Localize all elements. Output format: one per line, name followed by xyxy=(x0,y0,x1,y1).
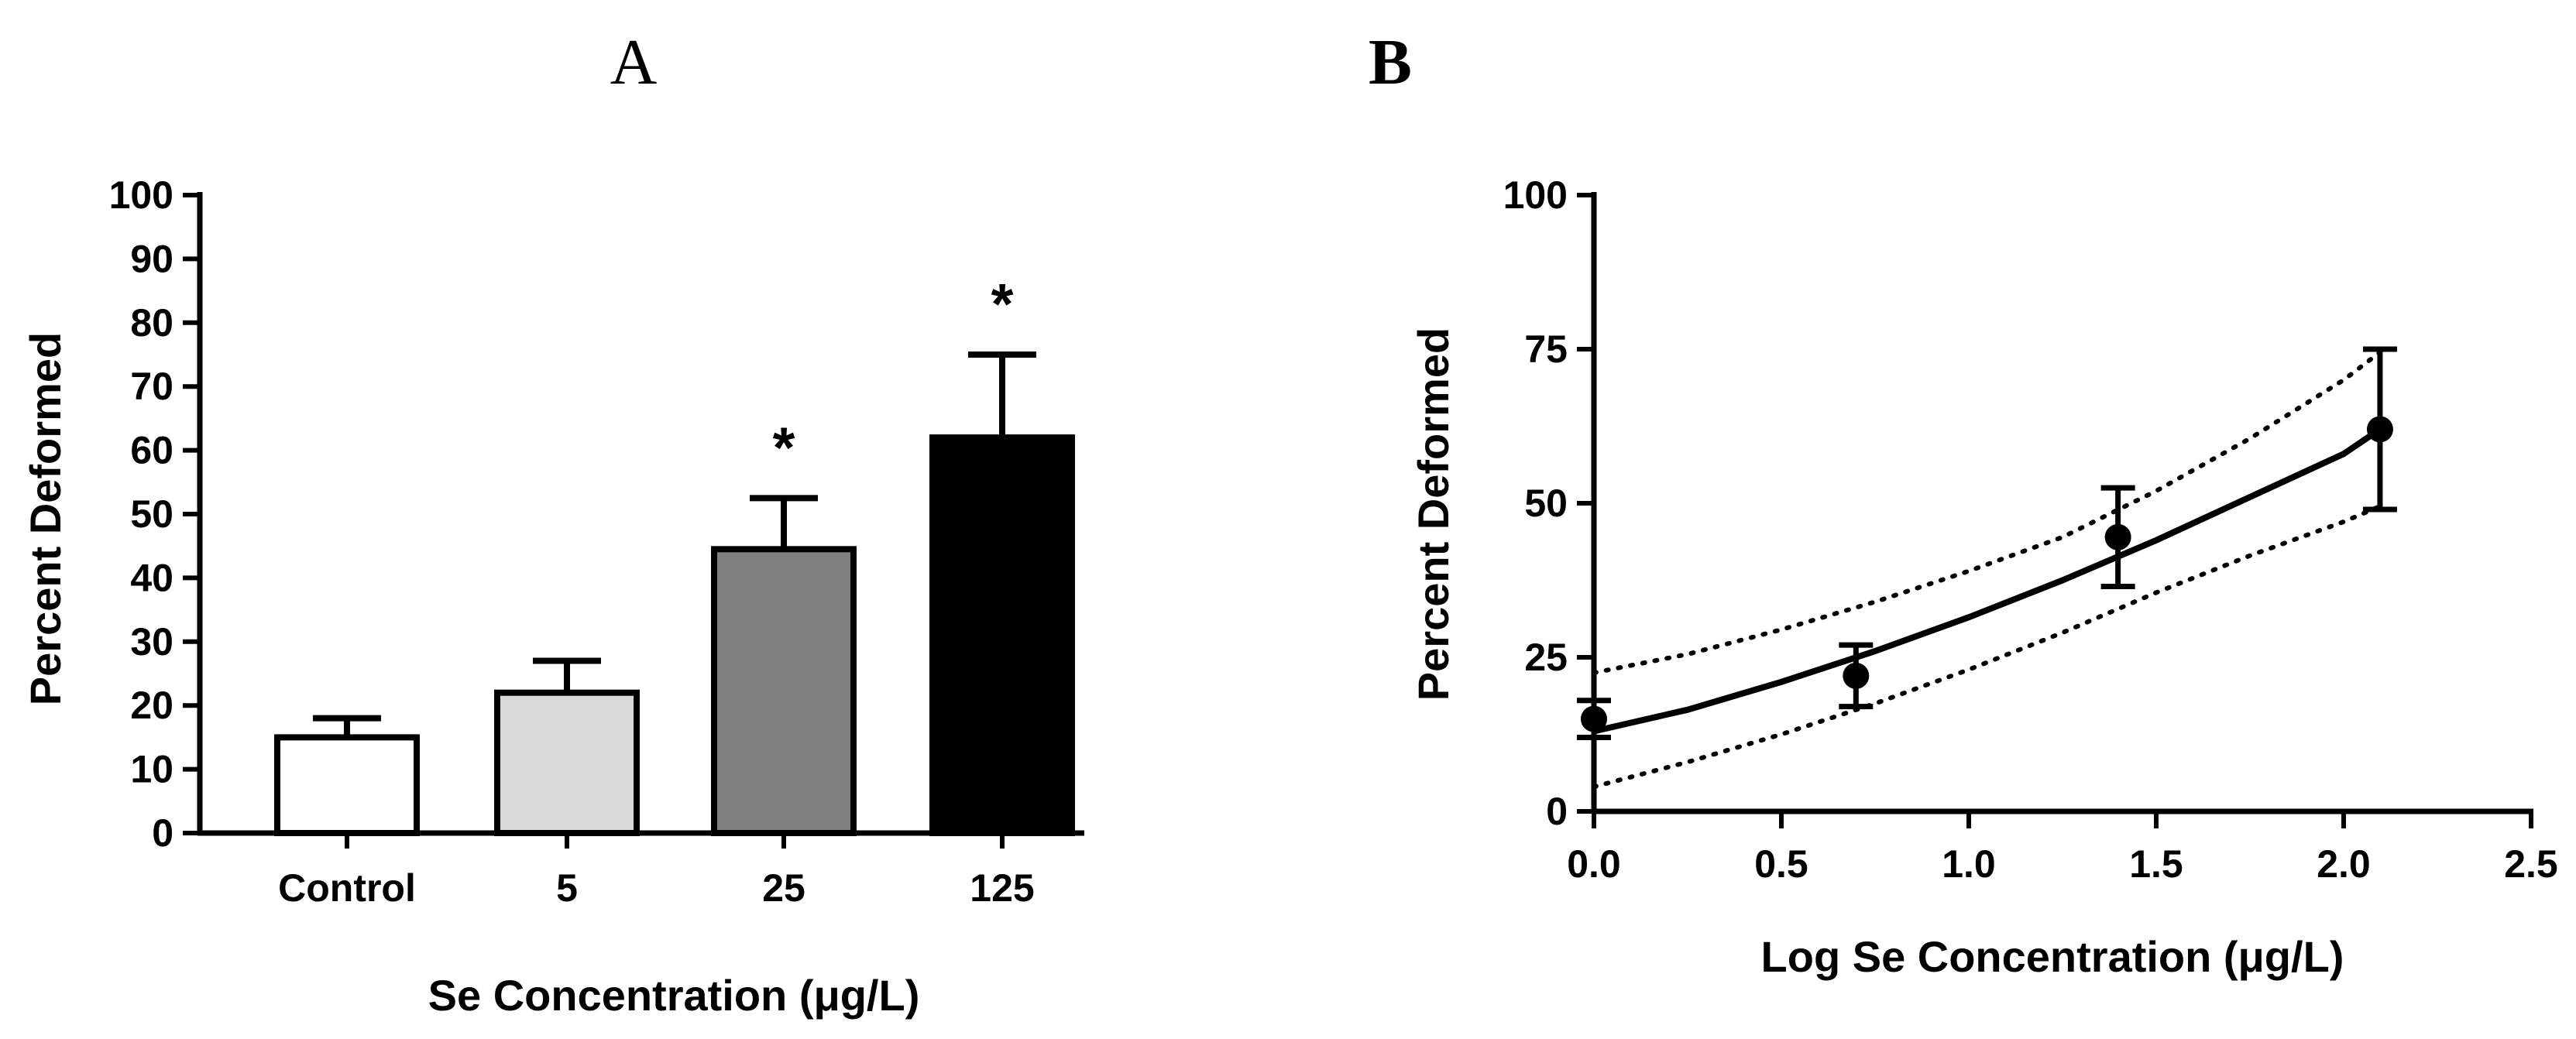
panel-b-regression-chart: B 0 25 50 75 100 0.0 0.5 1.0 1.5 2.0 2.5 Percent … xyxy=(1369,26,2558,981)
x-tick-label-5: 5 xyxy=(556,866,578,910)
y-tick-label-75: 75 xyxy=(1524,327,1568,371)
y-tick-label-100: 100 xyxy=(1503,173,1568,217)
x-tick-label-1.0: 1.0 xyxy=(1942,842,1996,886)
y-tick-label-0: 0 xyxy=(1546,790,1568,833)
confidence-band-lower xyxy=(1592,504,2382,790)
x-tick-label-Control: Control xyxy=(278,866,416,910)
bar-25 xyxy=(711,546,857,836)
significance-star-125: * xyxy=(991,272,1014,336)
bar-5 xyxy=(494,689,640,836)
y-tick-label-70: 70 xyxy=(130,365,173,408)
y-tick-label-20: 20 xyxy=(130,684,173,727)
significance-star-25: * xyxy=(773,415,795,479)
y-tick-label-50: 50 xyxy=(130,492,173,536)
x-tick-label-125: 125 xyxy=(970,866,1034,910)
confidence-band-upper xyxy=(1592,350,2382,675)
x-tick-label-2.5: 2.5 xyxy=(2504,842,2558,886)
data-point-2 xyxy=(2104,523,2131,550)
y-tick-label-40: 40 xyxy=(130,556,173,599)
panel-a-label: A xyxy=(610,26,658,98)
panel-b-y-axis-title: Percent Deformed xyxy=(1409,327,1458,701)
y-tick-label-0: 0 xyxy=(152,811,173,855)
x-tick-label-0.5: 0.5 xyxy=(1754,842,1808,886)
panel-a-bar-chart: A 0 10 20 30 40 50 60 70 80 90 100 Control 5 25 125 *… xyxy=(21,26,1084,1020)
y-tick-label-30: 30 xyxy=(130,620,173,664)
y-tick-label-100: 100 xyxy=(109,173,173,217)
bar-Control xyxy=(274,734,420,837)
y-tick-label-10: 10 xyxy=(130,748,173,791)
y-tick-label-25: 25 xyxy=(1524,636,1568,679)
bar-125 xyxy=(929,434,1075,836)
panel-a-x-axis-title: Se Concentration (μg/L) xyxy=(428,971,920,1020)
regression-fit-line xyxy=(1593,427,2382,735)
x-tick-label-1.5: 1.5 xyxy=(2129,842,2183,886)
panel-a-y-axis-title: Percent Deformed xyxy=(21,332,70,705)
y-tick-label-90: 90 xyxy=(130,237,173,280)
y-tick-label-80: 80 xyxy=(130,301,173,345)
data-point-1 xyxy=(1843,662,1870,689)
x-tick-label-2.0: 2.0 xyxy=(2317,842,2371,886)
panel-b-label: B xyxy=(1369,26,1412,98)
panel-b-x-axis-title: Log Se Concentration (μg/L) xyxy=(1761,932,2344,981)
y-tick-label-60: 60 xyxy=(130,429,173,472)
y-tick-label-50: 50 xyxy=(1524,482,1568,525)
x-tick-label-0.0: 0.0 xyxy=(1567,842,1621,886)
x-tick-label-25: 25 xyxy=(762,866,805,910)
data-point-3 xyxy=(2366,416,2393,443)
